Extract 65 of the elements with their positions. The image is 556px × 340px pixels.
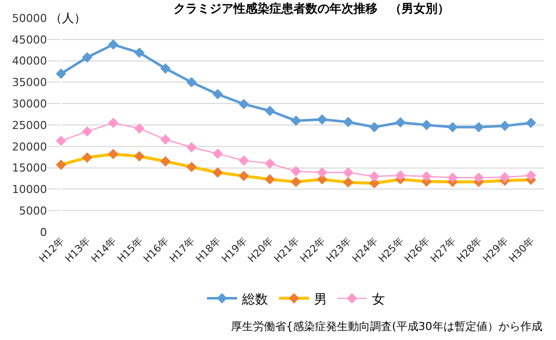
- point: [134, 123, 145, 134]
- point: [316, 167, 328, 178]
- chart-title: クラミジア性感染症患者数の年次推移 （男女別）: [173, 2, 450, 16]
- y-tick-label: 15000: [12, 162, 47, 175]
- y-tick-label: 45000: [12, 33, 47, 46]
- point: [56, 68, 66, 79]
- point: [421, 171, 432, 182]
- point: [264, 106, 276, 116]
- point: [264, 174, 276, 185]
- point: [343, 177, 354, 188]
- point: [290, 176, 302, 188]
- point: [447, 122, 458, 132]
- point: [500, 172, 510, 182]
- point: [238, 170, 249, 182]
- point: [290, 116, 302, 126]
- point: [134, 151, 145, 162]
- point: [238, 155, 249, 166]
- point: [186, 142, 197, 152]
- y-tick-label: 10000: [12, 183, 47, 196]
- y-tick-label: 20000: [12, 140, 47, 154]
- point: [395, 117, 406, 128]
- point: [526, 118, 536, 128]
- point: [82, 52, 92, 63]
- point: [447, 172, 458, 183]
- point: [343, 167, 354, 178]
- point: [316, 114, 328, 125]
- y-tick-label: 40000: [12, 54, 47, 68]
- text: 厚生労働省{感染症発生動向調査(平成30年は暫定値）から作成: [231, 320, 542, 333]
- point: [500, 120, 510, 132]
- point: [82, 152, 92, 163]
- point: [134, 47, 145, 58]
- point: [56, 160, 66, 170]
- point: [108, 118, 118, 128]
- point: [160, 134, 171, 145]
- y-tick-label: 35000: [12, 76, 47, 90]
- point: [238, 98, 249, 110]
- point: [421, 120, 432, 130]
- point: [160, 156, 171, 167]
- point: [212, 167, 223, 178]
- y-tick-label: 50000: [12, 12, 47, 25]
- point: [82, 126, 92, 137]
- y-tick-label: 5000: [19, 204, 47, 218]
- point: [343, 116, 354, 128]
- point: [212, 88, 223, 100]
- point: [526, 170, 536, 181]
- point: [474, 172, 484, 183]
- point: [395, 170, 406, 181]
- point: [290, 166, 302, 176]
- point: [474, 122, 484, 132]
- legend-label: 女: [372, 292, 385, 308]
- point: [186, 77, 197, 88]
- point: [108, 148, 118, 160]
- point: [369, 171, 380, 182]
- point: [56, 136, 66, 146]
- y-axis-title: （人）: [50, 11, 86, 25]
- point: [108, 39, 118, 50]
- point: [264, 158, 276, 169]
- legend-label: 総数: [241, 292, 268, 308]
- y-tick-label: 30000: [12, 97, 47, 110]
- point: [212, 148, 223, 159]
- point: [186, 162, 197, 172]
- point: [160, 63, 171, 74]
- y-tick-label: 25000: [12, 118, 47, 132]
- point: [369, 122, 380, 132]
- legend-label: 男: [314, 292, 327, 308]
